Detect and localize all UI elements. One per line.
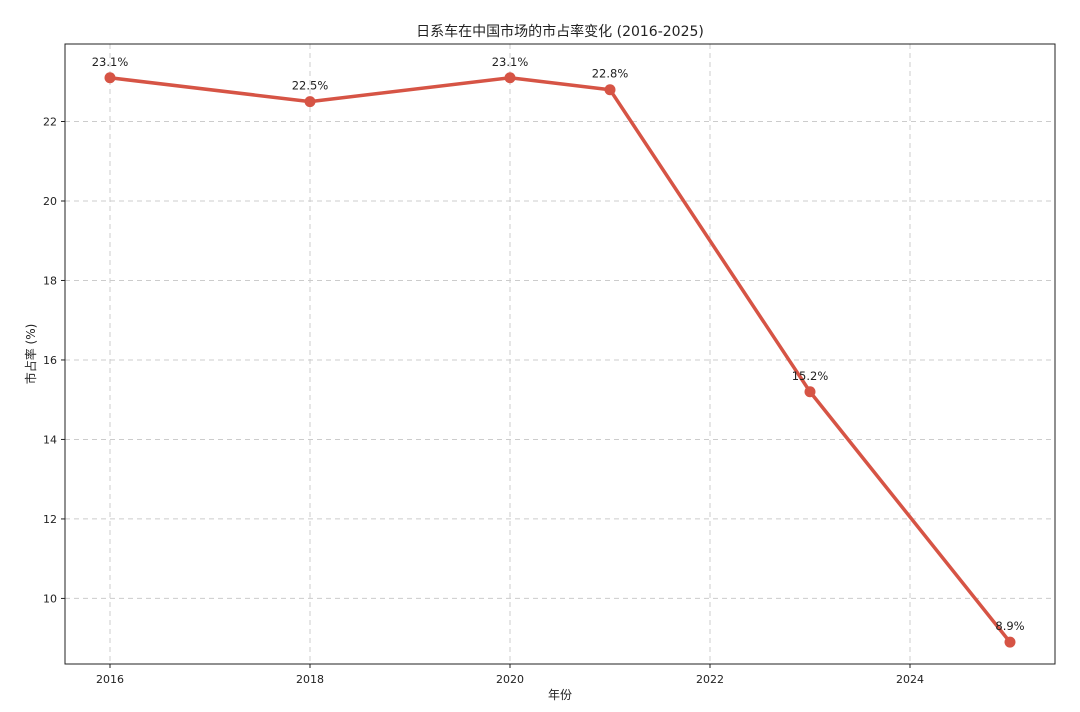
data-point <box>504 72 516 84</box>
chart-title: 日系车在中国市场的市占率变化 (2016-2025) <box>416 23 704 40</box>
y-tick-label: 12 <box>43 513 57 526</box>
data-label: 22.8% <box>592 67 629 81</box>
y-tick-label: 18 <box>43 274 57 287</box>
y-axis-label: 市占率 (%) <box>23 324 38 385</box>
y-tick-label: 16 <box>43 354 57 367</box>
data-label: 22.5% <box>292 79 329 93</box>
data-label: 23.1% <box>92 55 129 69</box>
series-layer <box>104 72 1016 648</box>
plot-frame <box>64 43 1056 665</box>
y-tick-label: 10 <box>43 592 57 605</box>
x-tick-label: 2022 <box>696 673 724 686</box>
x-tick-label: 2020 <box>496 673 524 686</box>
x-axis-label: 年份 <box>548 688 572 702</box>
data-label: 23.1% <box>492 55 529 69</box>
series-line <box>108 76 1012 644</box>
data-point <box>304 96 316 108</box>
data-labels: 23.1% 22.5% 23.1% 22.8% 15.2% 8.9% <box>92 55 1025 633</box>
y-tick-label: 14 <box>43 433 57 446</box>
y-tick-label: 22 <box>43 116 57 129</box>
data-point <box>804 386 816 398</box>
data-point <box>104 72 116 84</box>
data-label: 8.9% <box>995 619 1024 633</box>
grid <box>65 44 1055 664</box>
data-point <box>1004 636 1016 648</box>
y-tick-label: 20 <box>43 195 57 208</box>
x-tick-label: 2016 <box>96 673 124 686</box>
data-label: 15.2% <box>792 369 829 383</box>
data-point <box>604 84 616 96</box>
x-tick-label: 2024 <box>896 673 924 686</box>
x-tick-label: 2018 <box>296 673 324 686</box>
